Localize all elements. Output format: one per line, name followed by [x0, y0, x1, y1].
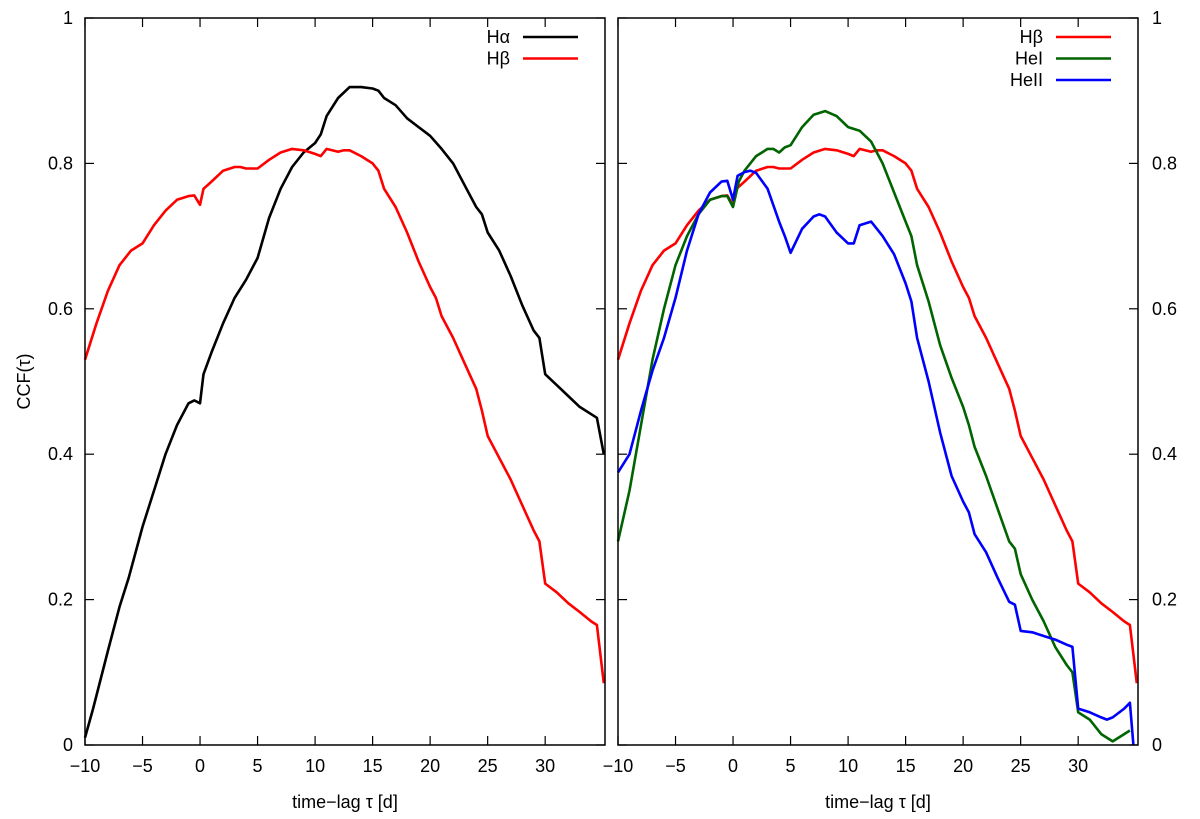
x-tick-label: 5 — [786, 756, 796, 776]
legend-label: HeI — [1015, 49, 1043, 69]
legend-label: Hβ — [487, 49, 510, 69]
legend-label: HeII — [1010, 70, 1043, 90]
plot-frame — [84, 17, 606, 746]
x-tick-label: 5 — [253, 756, 263, 776]
x-tick-label: 30 — [535, 756, 555, 776]
x-tick-label: 0 — [728, 756, 738, 776]
y-tick-label: 0.4 — [1152, 444, 1177, 464]
x-tick-label: −5 — [665, 756, 686, 776]
x-tick-label: 15 — [896, 756, 916, 776]
x-tick-label: 20 — [953, 756, 973, 776]
x-tick-label: 10 — [305, 756, 325, 776]
series-line-Hα — [83, 85, 606, 739]
x-tick-label: 25 — [1011, 756, 1031, 776]
legend-label: Hβ — [1020, 27, 1043, 47]
y-tick-label: 1 — [1152, 8, 1162, 28]
plot-frame — [617, 17, 1139, 746]
series-line-Hβ — [83, 147, 606, 684]
y-tick-label: 0 — [63, 735, 73, 755]
x-tick-label: 10 — [838, 756, 858, 776]
y-tick-label: 0.2 — [48, 590, 73, 610]
x-axis-label: time−lag τ [d] — [292, 792, 398, 812]
y-axis-label: CCF(τ) — [14, 353, 34, 409]
y-tick-label: 0.2 — [1152, 590, 1177, 610]
x-tick-label: 20 — [420, 756, 440, 776]
series-line-HeII — [616, 169, 1135, 746]
y-tick-label: 0.4 — [48, 444, 73, 464]
x-tick-label: 0 — [195, 756, 205, 776]
x-axis-label: time−lag τ [d] — [825, 792, 931, 812]
y-tick-label: 0.8 — [1152, 153, 1177, 173]
x-tick-label: −10 — [70, 756, 101, 776]
x-tick-label: 25 — [478, 756, 498, 776]
panel-right: −10 −5 0 5 10 15 20 25 30 0 0.2 0.4 0.6 0.8 1 HβHeIHeII… — [603, 8, 1177, 812]
x-tick-label: −5 — [132, 756, 153, 776]
x-tick-label: 30 — [1068, 756, 1088, 776]
y-tick-label: 1 — [63, 8, 73, 28]
y-tick-label: 0.6 — [48, 299, 73, 319]
x-tick-label: 15 — [363, 756, 383, 776]
y-tick-label: 0 — [1152, 735, 1162, 755]
legend-label: Hα — [487, 27, 510, 47]
y-tick-label: 0.8 — [48, 153, 73, 173]
series-line-HeI — [616, 109, 1131, 743]
x-tick-label: −10 — [603, 756, 634, 776]
y-tick-label: 0.6 — [1152, 299, 1177, 319]
